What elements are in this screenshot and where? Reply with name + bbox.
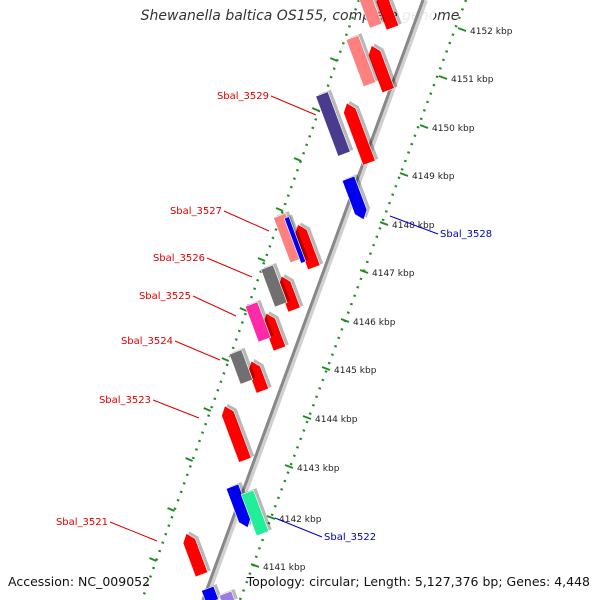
cds-feature[interactable] [315, 91, 351, 157]
scale-tick-label: 4144 kbp [315, 415, 358, 425]
scale-tick-label: 4148 kbp [392, 221, 435, 231]
gene-label[interactable]: Sbal_3523 [99, 395, 151, 406]
gene-label-leader [274, 517, 323, 538]
cds-feature[interactable] [358, 0, 383, 29]
scale-tick-label: 4149 kbp [412, 172, 455, 182]
gene-label[interactable]: Sbal_3525 [139, 291, 191, 302]
gene-label-leader [152, 399, 200, 419]
gene-label[interactable]: Sbal_3522 [324, 532, 376, 543]
scale-tick [340, 318, 350, 323]
gene-label[interactable]: Sbal_3524 [121, 336, 173, 347]
gene-label-leader [223, 210, 270, 232]
scale-tick-label: 4151 kbp [451, 75, 494, 85]
scale-tick [266, 515, 276, 520]
genome-summary-text: Topology: circular; Length: 5,127,376 bp… [246, 574, 590, 589]
inner-ring-tick [329, 57, 338, 62]
gene-label[interactable]: Sbal_3526 [153, 253, 205, 264]
scale-tick [250, 563, 260, 568]
inner-ring-tick [149, 557, 157, 562]
gene-label-leader [192, 295, 237, 317]
cds-forward[interactable] [182, 532, 209, 578]
gene-label[interactable]: Sbal_3529 [217, 91, 269, 102]
inner-ring-tick [185, 457, 194, 462]
accession-text: Accession: NC_009052 [8, 574, 151, 589]
cds-feature[interactable] [228, 349, 254, 385]
inner-ring-tick [293, 157, 302, 162]
scale-tick-label: 4152 kbp [470, 27, 513, 37]
scale-tick [438, 75, 448, 80]
inner-ring-tick [167, 507, 175, 512]
scale-tick [284, 464, 294, 469]
inner-ring-tick [311, 107, 320, 112]
gene-label-leader [174, 340, 221, 361]
inner-ring-tick [257, 257, 266, 262]
gene-label-leader [270, 95, 317, 116]
scale-tick [379, 221, 389, 226]
gene-label[interactable]: Sbal_3521 [56, 517, 108, 528]
cds-feature[interactable] [283, 216, 307, 264]
gene-label-leader [206, 257, 253, 278]
cds-forward[interactable] [221, 405, 252, 463]
gene-label-leader [389, 215, 439, 235]
scale-tick-label: 4146 kbp [353, 318, 396, 328]
inner-ring-tick [221, 357, 230, 362]
cds-forward[interactable] [343, 102, 376, 166]
cds-reverse[interactable] [201, 585, 219, 600]
scale-tick-label: 4145 kbp [334, 366, 377, 376]
scale-tick-label: 4141 kbp [263, 563, 306, 573]
scale-tick [359, 269, 369, 274]
scale-tick [457, 27, 467, 32]
inner-ring-tick [275, 207, 284, 212]
gene-label-leader [109, 521, 158, 542]
scale-tick-label: 4142 kbp [279, 515, 322, 525]
scale-tick-label: 4150 kbp [432, 124, 475, 134]
cds-feature[interactable] [260, 264, 288, 308]
scale-tick-label: 4147 kbp [372, 269, 415, 279]
scale-tick [399, 172, 409, 177]
inner-dotted-ring [140, 0, 361, 600]
gene-label[interactable]: Sbal_3528 [440, 229, 492, 240]
scale-tick [302, 415, 312, 420]
cds-feature[interactable] [240, 489, 270, 537]
cds-feature[interactable] [218, 590, 236, 600]
inner-ring-tick [203, 407, 212, 412]
cds-forward[interactable] [375, 0, 400, 31]
cds-reverse[interactable] [341, 175, 368, 221]
scale-tick [419, 124, 429, 129]
inner-ring-tick [239, 307, 248, 312]
gene-label[interactable]: Sbal_3527 [170, 206, 222, 217]
cds-feature[interactable] [345, 34, 377, 88]
cds-feature[interactable] [244, 301, 272, 343]
scale-tick [321, 366, 331, 371]
scale-tick-label: 4143 kbp [297, 464, 340, 474]
cds-forward[interactable] [367, 45, 395, 94]
